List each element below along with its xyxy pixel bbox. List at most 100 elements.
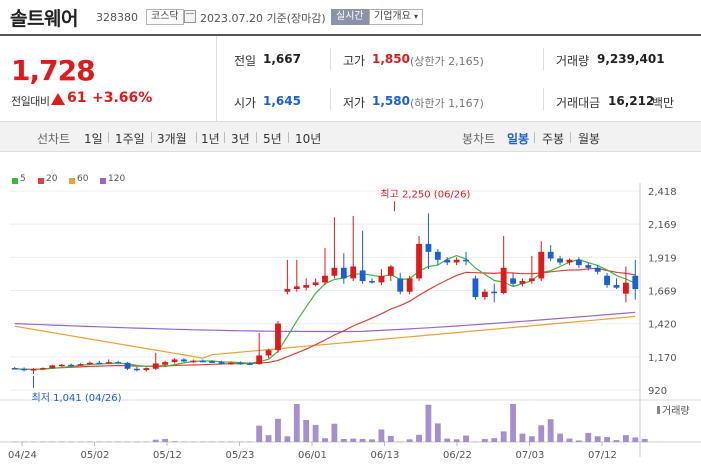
candle-body [275,323,281,351]
volume-bar [547,419,554,442]
x-tick-label: 05/02 [81,450,110,461]
legend-swatch-ma5 [12,178,18,184]
volume-bar [199,441,206,443]
candle-body [246,363,253,365]
candle-body [585,265,592,268]
x-tick-label: 06/22 [443,450,472,461]
volume-bar [39,441,46,443]
company-info-label: 기업개요 [374,11,411,22]
line-chart-label: 선차트 [37,132,71,146]
divider [330,48,331,70]
period-3y[interactable]: 3년 [231,132,250,146]
volume-bar [604,437,611,442]
candle-body [613,285,620,288]
candle-body [171,359,178,363]
amount-unit: 백만 [652,96,675,110]
candle-body [284,289,291,292]
x-tick-label: 06/01 [298,450,327,461]
company-info-dropdown[interactable]: 기업개요 ▾ [369,9,424,25]
divider [543,48,544,70]
prev-close-label: 전일 [234,54,257,68]
candle-body [228,362,234,365]
price-chart[interactable]: 5 20 60 120 2,418 2,169 1,919 1,669 1,420 1,1… [0,152,701,467]
divider [196,132,197,143]
candle-body [58,364,65,367]
candle-body [472,278,479,298]
period-1w[interactable]: 1주일 [115,132,145,146]
up-arrow-icon [51,93,65,105]
volume-bar [218,441,225,443]
candle-daily[interactable]: 일봉 [507,132,530,146]
period-5y[interactable]: 5년 [263,132,282,146]
current-price: 1,728 [11,54,96,87]
stock-code: 328380 [96,11,138,24]
divider [256,132,257,143]
y-tick-label: 1,420 [648,320,677,331]
candlestick-svg[interactable]: 2,418 2,169 1,919 1,669 1,420 1,170 920 04/24 05… [0,152,701,467]
y-tick-label: 920 [648,386,667,397]
candle-body [632,275,639,290]
candle-body [510,278,516,284]
candle-body [162,362,169,365]
ma60-line [14,315,636,359]
volume-bar [378,429,385,442]
candle-body [604,275,611,286]
volume-bar [575,440,582,442]
volume-legend-swatch [657,406,660,414]
volume-label: 거래량 [662,405,690,417]
divider [108,132,109,143]
period-1y[interactable]: 1년 [201,132,220,146]
candle-body [538,251,545,279]
candle-body [444,259,451,263]
y-tick-label: 1,669 [648,287,677,298]
candle-body [434,251,441,260]
amount-value: 16,212 [608,94,655,108]
high-value: 1,850 [372,52,410,66]
period-10y[interactable]: 10년 [295,132,322,146]
divider [288,132,289,143]
amount-label: 거래대금 [556,96,601,110]
candle-body [124,362,131,369]
volume-bar [275,418,281,442]
realtime-button[interactable]: 실시간 [331,9,369,25]
volume-bar [397,441,404,443]
stock-name: 솔트웨어 [10,8,78,30]
volume-bar [115,441,122,443]
volume-bar [528,436,535,442]
candle-monthly[interactable]: 월봉 [578,132,601,146]
change-rate: +3.66% [92,90,153,106]
volume-bar [369,439,375,442]
candle-weekly[interactable]: 주봉 [542,132,565,146]
candle-body [218,362,225,364]
volume-bar [331,423,338,442]
legend-swatch-ma60 [69,178,75,184]
volume-bar [284,436,291,442]
divider [570,132,571,143]
change-label: 전일대비 [11,95,50,108]
period-1d[interactable]: 1일 [84,132,103,146]
candle-body [256,355,263,365]
legend-swatch-ma120 [100,178,106,184]
candle-body [49,365,56,369]
volume-bar [585,432,592,442]
candle-body [463,259,469,262]
volume-bar [11,441,18,443]
period-3m[interactable]: 3개월 [157,132,187,146]
volume-bar [434,423,441,442]
candle-body [209,361,216,363]
candle-body [96,362,103,365]
chevron-down-icon: ▾ [414,12,419,21]
candle-body [152,363,159,369]
volume-bar [510,404,516,442]
candle-body [566,259,573,263]
high-annotation: 최고 2,250 (06/26) [380,188,470,200]
volume-bar [416,434,422,442]
x-tick-label: 04/24 [8,450,37,461]
volume-bar [181,441,187,443]
divider [224,132,225,143]
ma120-line [14,311,636,333]
volume-bar [613,440,620,442]
volume-bar [312,424,319,442]
legend-ma60: 60 [77,174,89,184]
candle-body [303,285,310,288]
